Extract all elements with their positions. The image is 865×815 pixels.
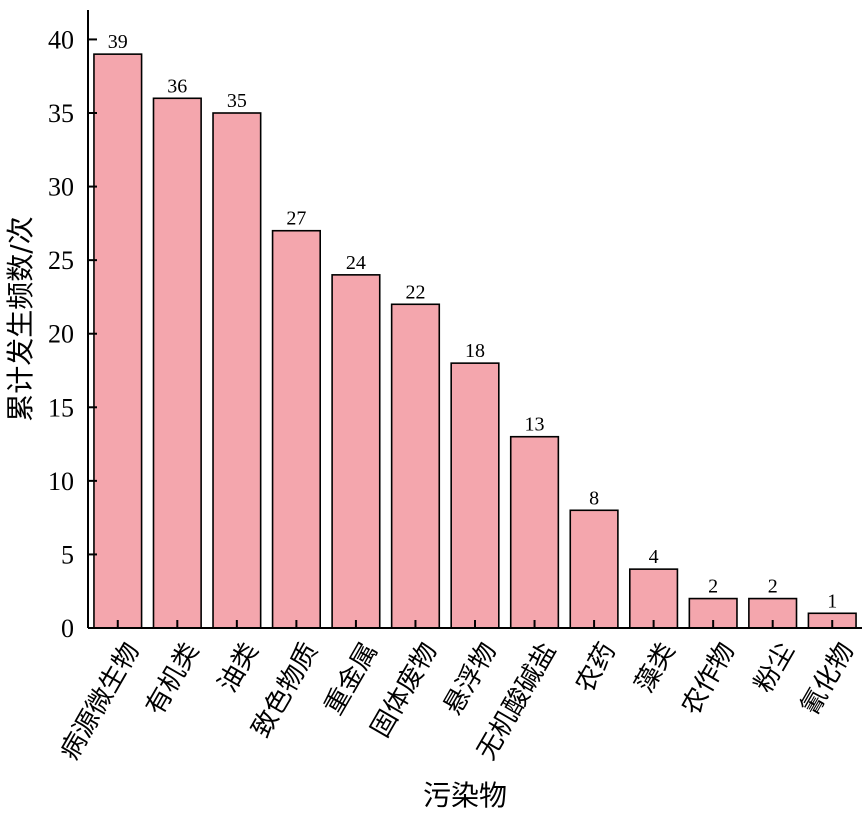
bar-value-label: 22 <box>405 281 425 303</box>
y-tick-label: 5 <box>61 540 74 569</box>
bar <box>331 274 381 629</box>
bar-value-label: 18 <box>465 340 485 362</box>
bar <box>152 97 202 629</box>
y-tick-label: 0 <box>61 614 74 643</box>
bar <box>212 112 262 629</box>
bar-value-label: 2 <box>708 576 718 598</box>
bar <box>93 53 143 629</box>
y-tick-label: 30 <box>48 173 74 202</box>
bar <box>628 568 679 629</box>
y-tick-label: 40 <box>48 25 74 54</box>
y-ticks-group: 0 5 10 15 20 25 30 35 40 <box>48 25 97 643</box>
bar-value-label: 27 <box>286 208 306 230</box>
x-category-label: 病源微生物 <box>55 638 146 766</box>
x-category-label: 农药 <box>570 638 622 698</box>
bar <box>509 435 560 629</box>
x-category-label: 粉尘 <box>749 638 801 698</box>
bar <box>390 303 441 629</box>
y-tick-label: 20 <box>48 320 74 349</box>
x-category-label: 悬浮物 <box>438 638 503 721</box>
y-tick-label: 15 <box>48 393 74 422</box>
x-category-label: 氰化物 <box>795 638 860 721</box>
bar-value-label: 2 <box>768 576 778 598</box>
bar-value-label: 39 <box>108 31 128 53</box>
bar-value-label: 13 <box>525 414 545 436</box>
bar-value-label: 24 <box>346 252 366 274</box>
bar-value-label: 4 <box>649 546 659 568</box>
y-axis-title: 累计发生频数/次 <box>4 216 37 421</box>
bar <box>450 362 500 629</box>
y-tick-label: 10 <box>48 467 74 496</box>
bars-group <box>93 53 857 629</box>
bar-value-label: 36 <box>167 75 187 97</box>
x-axis-title: 污染物 <box>423 779 507 812</box>
bar-value-label: 8 <box>589 487 599 509</box>
x-category-label: 有机类 <box>140 638 205 721</box>
x-category-label: 藻类 <box>630 638 682 698</box>
bar-value-label: 1 <box>827 590 837 612</box>
x-category-label: 油类 <box>213 638 265 698</box>
bar <box>271 229 322 629</box>
y-tick-label: 35 <box>48 99 74 128</box>
x-category-label: 重金属 <box>319 638 384 721</box>
bar <box>569 509 619 629</box>
x-category-label: 农作物 <box>676 638 741 721</box>
y-tick-label: 25 <box>48 246 74 275</box>
bar-value-label: 35 <box>227 90 247 112</box>
